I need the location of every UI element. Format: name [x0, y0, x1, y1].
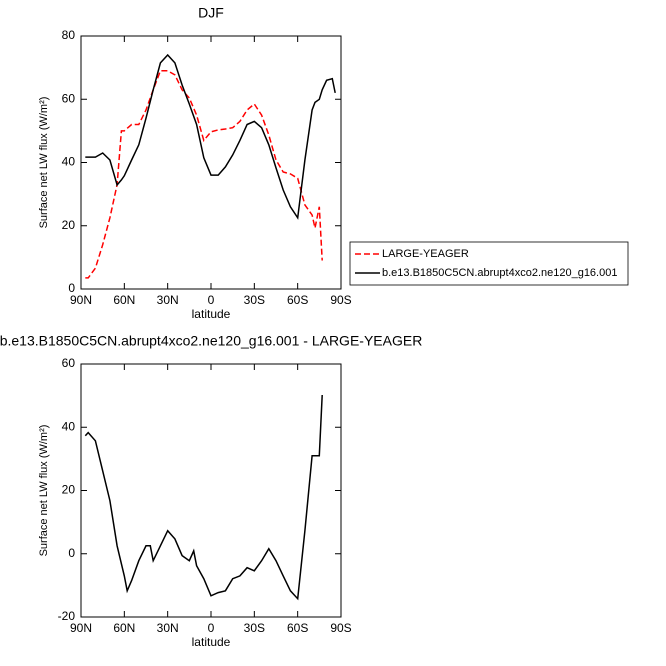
x-tick-label: 60N: [113, 621, 135, 635]
x-tick-label: 90N: [70, 621, 92, 635]
data-line: [85, 53, 336, 220]
x-tick-label: 60N: [113, 293, 135, 307]
chart-title: DJF: [198, 5, 224, 21]
x-tick-label: 90N: [70, 293, 92, 307]
y-tick-label: 60: [62, 356, 76, 370]
x-tick-label: 90S: [330, 293, 351, 307]
x-axis-label: latitude: [192, 307, 231, 321]
x-tick-label: 30N: [157, 293, 179, 307]
y-tick-label: 20: [62, 218, 76, 232]
legend-box: [349, 241, 629, 286]
legend-label: LARGE-YEAGER: [382, 248, 469, 260]
y-tick-label: 40: [62, 155, 76, 169]
y-tick-label: 20: [62, 483, 76, 497]
x-axis-label: latitude: [192, 635, 231, 649]
legend-label: b.e13.B1850C5CN.abrupt4xco2.ne120_g16.00…: [382, 267, 617, 279]
x-tick-label: 30S: [244, 621, 265, 635]
data-line: [84, 394, 323, 601]
y-tick-label: 0: [68, 281, 75, 295]
y-tick-label: -20: [58, 609, 76, 623]
y-tick-label: 60: [62, 91, 76, 105]
x-tick-label: 30S: [244, 293, 265, 307]
x-tick-label: 0: [208, 293, 215, 307]
plot-frame: [80, 363, 342, 618]
y-axis-label: Surface net LW flux (W/m²): [38, 97, 50, 229]
y-tick-label: 0: [68, 546, 75, 560]
y-axis-label: Surface net LW flux (W/m²): [38, 425, 50, 557]
y-tick-label: 40: [62, 419, 76, 433]
x-tick-label: 60S: [287, 621, 308, 635]
x-tick-label: 60S: [287, 293, 308, 307]
x-tick-label: 0: [208, 621, 215, 635]
x-tick-label: 30N: [157, 621, 179, 635]
y-tick-label: 80: [62, 28, 76, 42]
x-tick-label: 90S: [330, 621, 351, 635]
plot-frame: [80, 35, 342, 290]
data-line: [85, 70, 323, 279]
chart-title: b.e13.B1850C5CN.abrupt4xco2.ne120_g16.00…: [0, 333, 422, 349]
